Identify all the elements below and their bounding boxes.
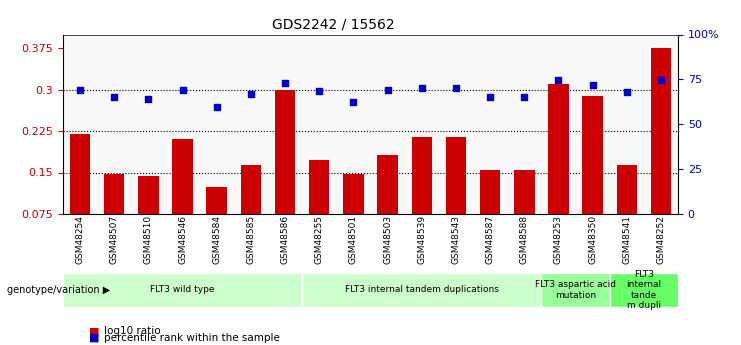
Point bbox=[621, 90, 633, 95]
Bar bbox=[70, 134, 90, 255]
Bar bbox=[138, 176, 159, 255]
Bar bbox=[309, 160, 330, 255]
Bar bbox=[241, 165, 261, 255]
Bar bbox=[275, 90, 296, 255]
Point bbox=[416, 85, 428, 91]
FancyBboxPatch shape bbox=[542, 273, 610, 307]
Point bbox=[245, 91, 257, 96]
Point bbox=[382, 87, 393, 92]
Bar bbox=[617, 165, 637, 255]
Text: percentile rank within the sample: percentile rank within the sample bbox=[104, 333, 279, 343]
Bar bbox=[445, 137, 466, 255]
Text: genotype/variation ▶: genotype/variation ▶ bbox=[7, 285, 110, 295]
Point bbox=[587, 82, 599, 88]
Text: GDS2242 / 15562: GDS2242 / 15562 bbox=[272, 17, 395, 31]
Bar bbox=[514, 170, 534, 255]
Point bbox=[176, 87, 188, 92]
Bar bbox=[173, 139, 193, 255]
Bar bbox=[548, 84, 568, 255]
Bar bbox=[480, 170, 500, 255]
Point bbox=[655, 77, 667, 82]
Bar bbox=[377, 155, 398, 255]
Point bbox=[553, 77, 565, 82]
Text: FLT3
internal
tande
m dupli: FLT3 internal tande m dupli bbox=[626, 270, 662, 310]
Point bbox=[74, 87, 86, 92]
Text: FLT3 internal tandem duplications: FLT3 internal tandem duplications bbox=[345, 285, 499, 294]
Text: ■: ■ bbox=[89, 333, 99, 343]
Text: FLT3 aspartic acid
mutation: FLT3 aspartic acid mutation bbox=[535, 280, 616, 299]
Text: FLT3 wild type: FLT3 wild type bbox=[150, 285, 215, 294]
Bar bbox=[411, 137, 432, 255]
Text: ■: ■ bbox=[89, 326, 99, 336]
Point bbox=[279, 80, 291, 86]
FancyBboxPatch shape bbox=[610, 273, 678, 307]
Bar bbox=[651, 48, 671, 255]
Bar bbox=[343, 174, 364, 255]
Point bbox=[313, 89, 325, 94]
Point bbox=[210, 105, 222, 110]
Bar bbox=[104, 174, 124, 255]
Point bbox=[142, 96, 154, 102]
Point bbox=[450, 85, 462, 91]
FancyBboxPatch shape bbox=[63, 273, 302, 307]
Bar bbox=[582, 96, 603, 255]
Point bbox=[348, 99, 359, 105]
Text: log10 ratio: log10 ratio bbox=[104, 326, 160, 336]
FancyBboxPatch shape bbox=[302, 273, 542, 307]
Point bbox=[518, 94, 530, 100]
Point bbox=[108, 94, 120, 100]
Bar bbox=[207, 187, 227, 255]
Point bbox=[484, 94, 496, 100]
